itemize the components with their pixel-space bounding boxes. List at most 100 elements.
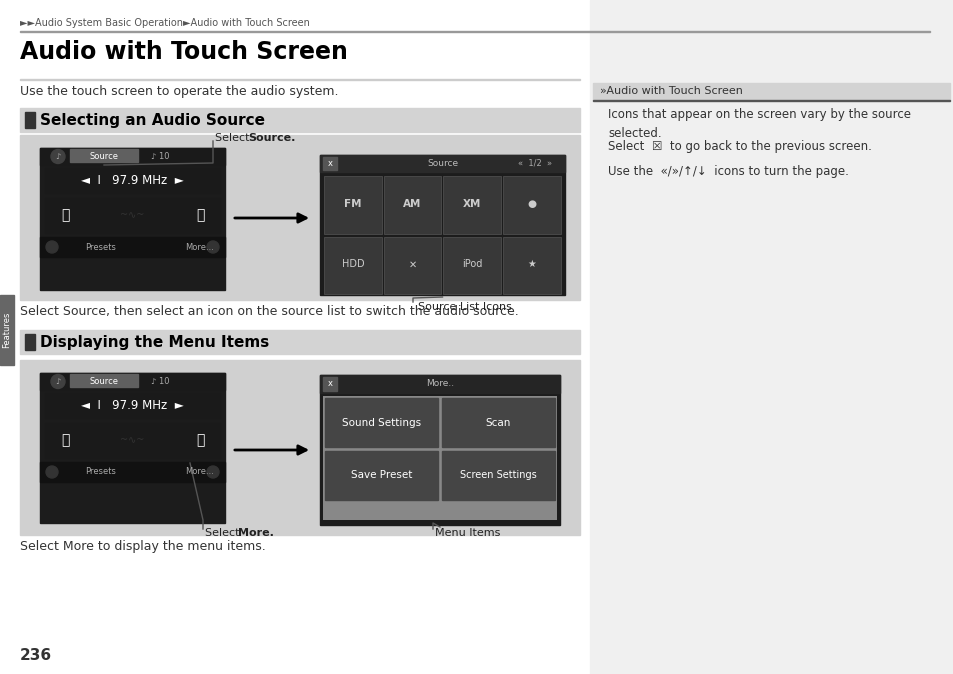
Text: Select: Select (214, 133, 253, 143)
Bar (593, 100, 949, 101)
Bar (45, 168, 220, 193)
Bar (40, 237, 225, 257)
Bar (443, 176, 500, 233)
Text: ●: ● (527, 200, 536, 209)
Text: Audio with Touch Screen: Audio with Touch Screen (20, 40, 348, 64)
Text: ♪ 10: ♪ 10 (151, 377, 169, 386)
Text: iPod: iPod (461, 259, 482, 269)
Bar (319, 155, 564, 295)
Text: More...: More... (185, 468, 213, 477)
Bar (20, 79, 579, 80)
Text: Features: Features (3, 312, 11, 348)
Bar (325, 398, 437, 447)
Text: Scan: Scan (485, 417, 511, 427)
Bar (324, 237, 381, 294)
Bar (0, 0, 589, 674)
Text: HDD: HDD (341, 259, 364, 269)
Text: 236: 236 (20, 648, 52, 663)
Text: Select Source, then select an icon on the source list to switch the audio source: Select Source, then select an icon on th… (20, 305, 518, 318)
Bar (325, 451, 437, 500)
Bar (441, 398, 555, 447)
Circle shape (46, 466, 58, 478)
Circle shape (207, 241, 219, 253)
Bar (40, 462, 225, 482)
Bar (593, 83, 949, 100)
Bar (323, 377, 336, 391)
Text: Source: Source (90, 377, 118, 386)
Text: FM: FM (344, 200, 361, 209)
Text: ~∿~: ~∿~ (120, 435, 145, 446)
Text: ♪ 10: ♪ 10 (151, 152, 169, 161)
Text: More.: More. (237, 528, 274, 538)
Bar (443, 237, 500, 294)
Text: Select  ☒  to go back to the previous screen.: Select ☒ to go back to the previous scre… (607, 140, 871, 153)
Circle shape (46, 241, 58, 253)
Bar (589, 0, 953, 674)
Bar (503, 176, 560, 233)
Text: Use the  «/»/↑/↓  icons to turn the page.: Use the «/»/↑/↓ icons to turn the page. (607, 165, 848, 178)
Text: Source List Icons: Source List Icons (417, 302, 512, 312)
Text: ⏭: ⏭ (195, 208, 204, 222)
Text: Save Preset: Save Preset (351, 470, 412, 481)
Bar (25, 334, 35, 350)
Text: Source.: Source. (248, 133, 295, 143)
Text: Displaying the Menu Items: Displaying the Menu Items (40, 334, 269, 350)
Text: ♪: ♪ (55, 377, 61, 386)
Bar (323, 396, 557, 520)
Bar (324, 176, 381, 233)
Bar (45, 393, 220, 418)
Text: x: x (327, 379, 333, 388)
Text: ✕: ✕ (408, 259, 416, 269)
Text: Source: Source (90, 152, 118, 161)
Bar (20, 108, 579, 132)
Text: »Audio with Touch Screen: »Audio with Touch Screen (599, 86, 742, 96)
Text: Use the touch screen to operate the audio system.: Use the touch screen to operate the audi… (20, 85, 338, 98)
Circle shape (207, 466, 219, 478)
Circle shape (51, 375, 65, 388)
Text: ★: ★ (527, 259, 536, 269)
Text: ~∿~: ~∿~ (120, 210, 145, 220)
Bar (20, 31, 929, 32)
Bar (441, 451, 555, 500)
Text: ♪: ♪ (55, 152, 61, 161)
Bar (40, 148, 225, 165)
Text: ⏭: ⏭ (195, 433, 204, 448)
Bar (70, 149, 138, 162)
Bar (20, 330, 579, 354)
Bar (383, 176, 441, 233)
Text: Select More to display the menu items.: Select More to display the menu items. (20, 540, 266, 553)
Text: AM: AM (403, 200, 421, 209)
Text: «  1/2  »: « 1/2 » (517, 159, 552, 168)
Bar (25, 112, 35, 128)
Text: More...: More... (185, 243, 213, 251)
Text: Presets: Presets (85, 243, 115, 251)
Bar (20, 360, 579, 535)
Bar (45, 423, 220, 458)
Bar (319, 375, 559, 393)
Bar (383, 237, 441, 294)
Circle shape (51, 150, 65, 164)
Bar (323, 157, 336, 170)
Bar (20, 135, 579, 300)
Bar (40, 373, 225, 523)
Text: Menu Items: Menu Items (435, 528, 500, 538)
Text: Source: Source (427, 159, 457, 168)
Text: x: x (327, 159, 333, 168)
Bar (70, 374, 138, 387)
Text: Selecting an Audio Source: Selecting an Audio Source (40, 113, 265, 127)
Text: Screen Settings: Screen Settings (459, 470, 537, 481)
Bar (0, 295, 14, 365)
Text: Icons that appear on the screen vary by the source
selected.: Icons that appear on the screen vary by … (607, 108, 910, 140)
Text: ⏮: ⏮ (61, 433, 70, 448)
Text: Sound Settings: Sound Settings (341, 417, 420, 427)
Text: ◄  Ⅰ   97.9 MHz  ►: ◄ Ⅰ 97.9 MHz ► (81, 174, 184, 187)
Text: XM: XM (463, 200, 481, 209)
Bar (45, 198, 220, 233)
Bar (40, 148, 225, 290)
Text: ►►Audio System Basic Operation►Audio with Touch Screen: ►►Audio System Basic Operation►Audio wit… (20, 18, 310, 28)
Text: Select: Select (205, 528, 243, 538)
Bar (319, 375, 559, 525)
Bar (40, 373, 225, 390)
Bar (503, 237, 560, 294)
Text: Presets: Presets (85, 468, 115, 477)
